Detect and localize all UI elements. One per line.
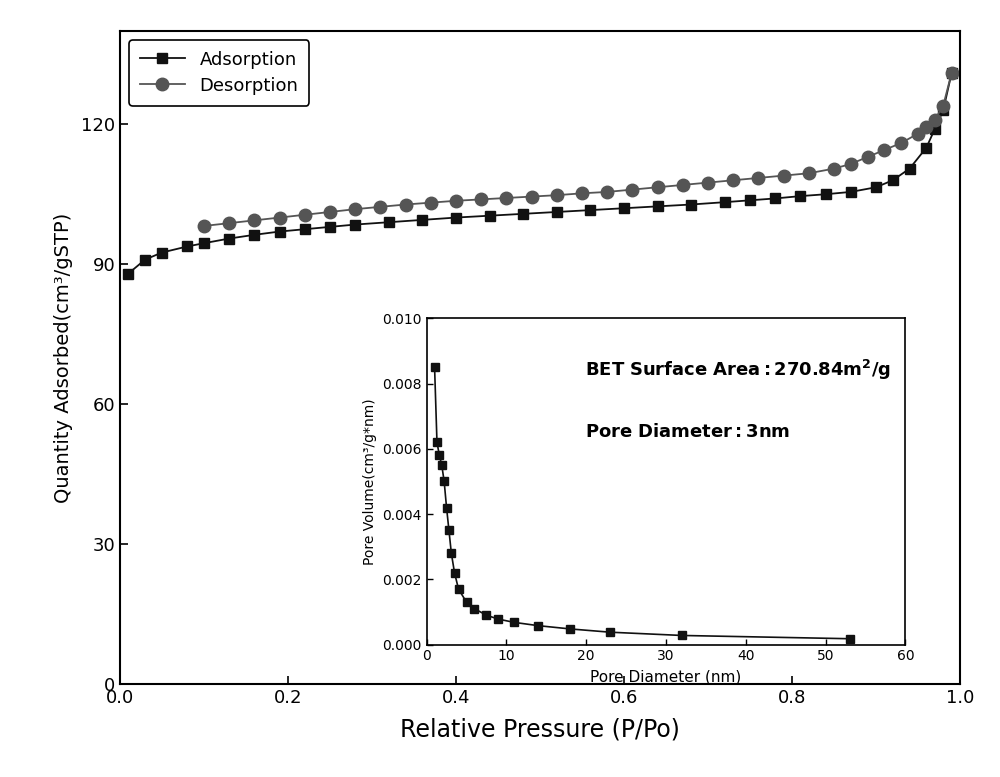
Adsorption <box>794 191 806 200</box>
Desorption <box>845 159 857 169</box>
Y-axis label: Quantity Adsorbed(cm³/gSTP): Quantity Adsorbed(cm³/gSTP) <box>54 212 73 503</box>
Adsorption <box>517 209 529 218</box>
Desorption <box>475 195 487 204</box>
Adsorption <box>223 234 235 243</box>
X-axis label: Relative Pressure (P/Po): Relative Pressure (P/Po) <box>400 718 680 742</box>
Adsorption <box>551 207 563 217</box>
Adsorption <box>719 197 731 207</box>
Text: $\bf{Pore\ Diameter:3nm}$: $\bf{Pore\ Diameter:3nm}$ <box>585 423 790 441</box>
Adsorption <box>198 239 210 248</box>
Desorption <box>778 171 790 180</box>
Adsorption <box>652 202 664 211</box>
Desorption <box>248 216 260 225</box>
Adsorption <box>870 183 882 192</box>
Adsorption <box>920 143 932 152</box>
Adsorption <box>584 205 596 214</box>
Desorption <box>946 68 958 78</box>
Adsorption <box>274 227 286 236</box>
Adsorption <box>887 176 899 185</box>
Adsorption <box>181 242 193 251</box>
Desorption <box>349 204 361 214</box>
Adsorption <box>416 215 428 225</box>
Desorption <box>677 180 689 190</box>
Desorption <box>400 200 412 209</box>
Adsorption <box>618 204 630 213</box>
Y-axis label: Pore Volume(cm³/g*nm): Pore Volume(cm³/g*nm) <box>363 398 377 565</box>
Desorption <box>500 193 512 203</box>
Desorption <box>198 221 210 231</box>
Adsorption <box>744 196 756 205</box>
Desorption <box>862 152 874 162</box>
Adsorption <box>929 124 941 134</box>
Adsorption <box>685 200 697 209</box>
Desorption <box>652 183 664 192</box>
Adsorption <box>820 190 832 199</box>
Adsorption <box>484 211 496 221</box>
Line: Desorption: Desorption <box>198 67 958 232</box>
Desorption <box>878 145 890 155</box>
Desorption <box>702 178 714 187</box>
Adsorption <box>769 193 781 203</box>
Desorption <box>803 169 815 178</box>
X-axis label: Pore Diameter (nm): Pore Diameter (nm) <box>590 669 742 684</box>
Adsorption <box>156 248 168 257</box>
Adsorption <box>122 269 134 278</box>
Legend: Adsorption, Desorption: Adsorption, Desorption <box>129 40 309 106</box>
Desorption <box>727 176 739 185</box>
Desorption <box>920 122 932 131</box>
Line: Adsorption: Adsorption <box>124 68 956 278</box>
Desorption <box>912 129 924 138</box>
Adsorption <box>248 230 260 239</box>
Desorption <box>929 115 941 124</box>
Desorption <box>526 192 538 201</box>
Adsorption <box>324 222 336 232</box>
Adsorption <box>299 225 311 234</box>
Desorption <box>601 187 613 197</box>
Desorption <box>937 101 949 110</box>
Desorption <box>895 138 907 148</box>
Adsorption <box>904 164 916 173</box>
Desorption <box>425 198 437 207</box>
Desorption <box>374 202 386 211</box>
Desorption <box>324 207 336 217</box>
Desorption <box>752 173 764 183</box>
Text: $\bf{BET\ Surface\ Area:270.84m^2/g}$: $\bf{BET\ Surface\ Area:270.84m^2/g}$ <box>585 357 891 382</box>
Desorption <box>223 218 235 228</box>
Adsorption <box>937 106 949 115</box>
Desorption <box>299 210 311 219</box>
Desorption <box>828 164 840 173</box>
Adsorption <box>139 255 151 264</box>
Desorption <box>450 196 462 205</box>
Desorption <box>551 190 563 200</box>
Adsorption <box>946 68 958 78</box>
Adsorption <box>845 187 857 197</box>
Adsorption <box>450 213 462 222</box>
Desorption <box>576 189 588 198</box>
Desorption <box>274 213 286 222</box>
Desorption <box>626 185 638 194</box>
Adsorption <box>383 218 395 227</box>
Adsorption <box>349 220 361 229</box>
